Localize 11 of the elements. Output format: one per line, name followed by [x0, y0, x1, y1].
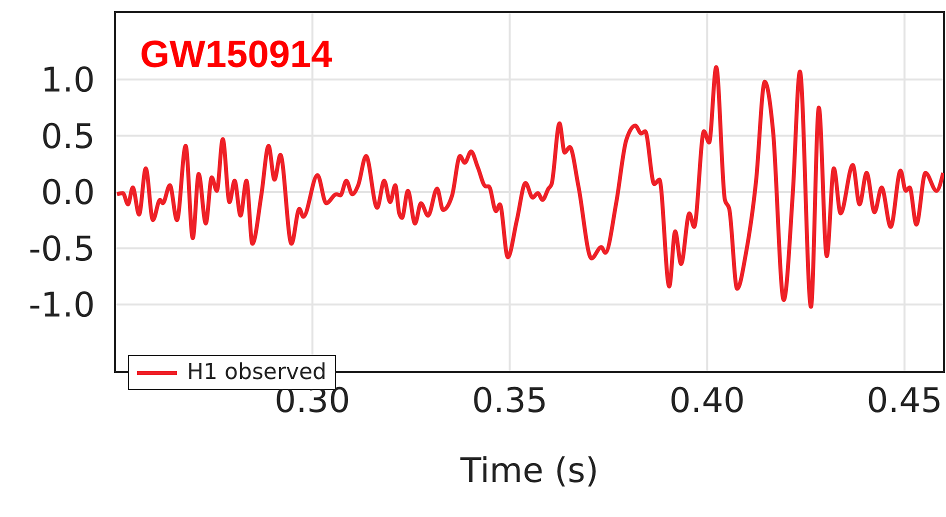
y-tick-label: 0.5 — [40, 116, 95, 157]
x-tick-label: 0.45 — [866, 381, 942, 422]
y-tick-label: -0.5 — [28, 229, 95, 270]
legend-label: H1 observed — [187, 360, 327, 385]
text: GW150914 — [140, 34, 332, 77]
x-axis-title: Time (s) — [459, 451, 599, 491]
y-tick-label: 0.0 — [40, 173, 95, 214]
x-tick-label: 0.35 — [472, 381, 548, 422]
y-tick-label: -1.0 — [28, 286, 95, 326]
x-tick-label: 0.40 — [669, 381, 745, 422]
y-tick-label: 1.0 — [40, 60, 95, 101]
